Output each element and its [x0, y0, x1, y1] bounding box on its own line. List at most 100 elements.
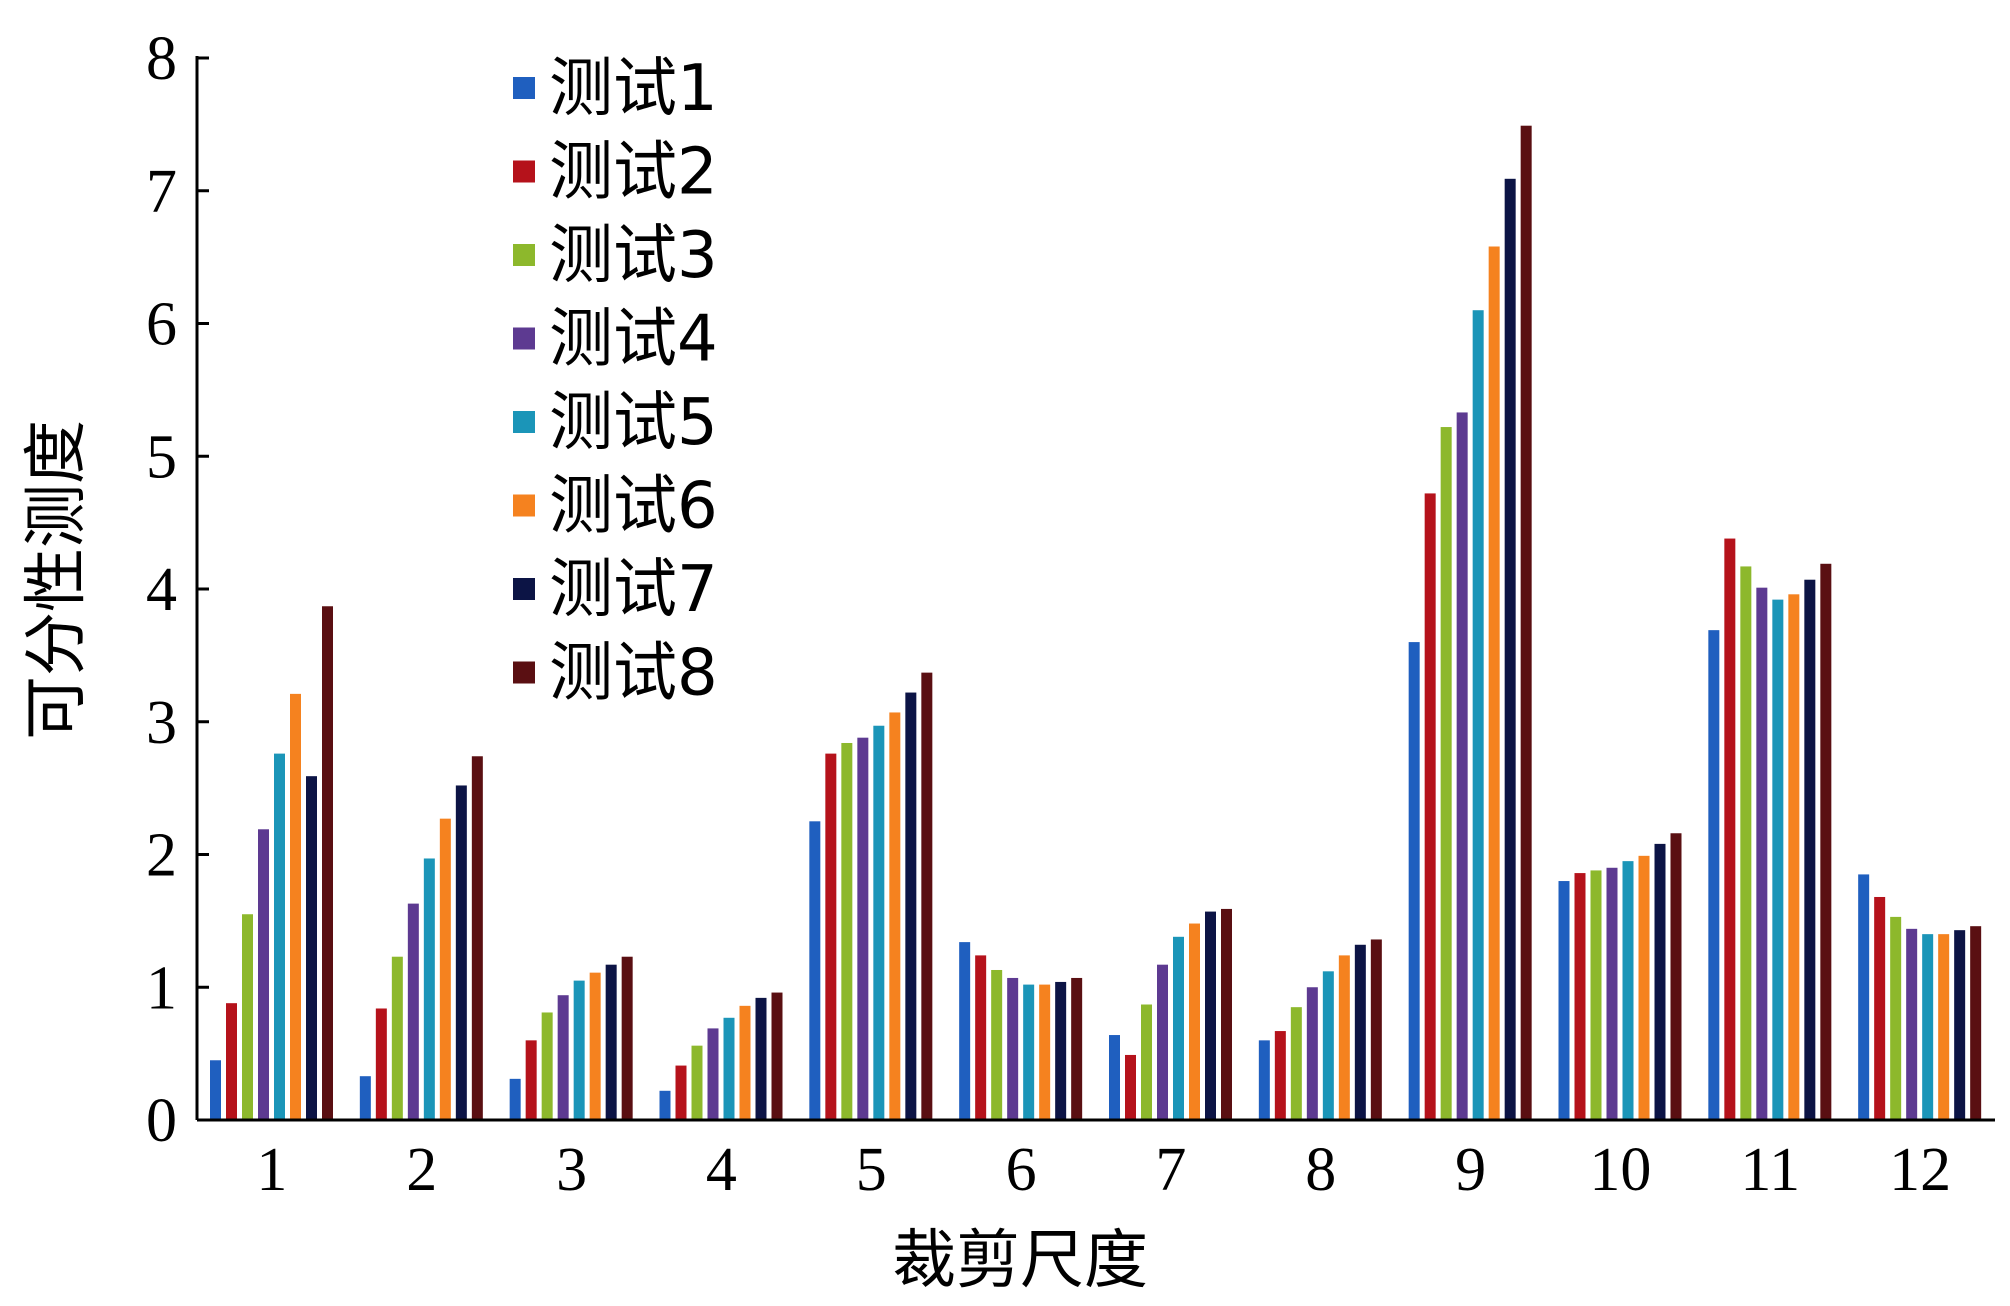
bar: [1922, 934, 1934, 1120]
x-tick-label: 7: [1155, 1136, 1186, 1204]
y-tick-label: 4: [146, 556, 177, 624]
bar: [322, 606, 333, 1120]
bar: [1558, 881, 1570, 1120]
bar: [1424, 493, 1436, 1120]
bar: [1205, 911, 1216, 1120]
y-tick-label: 1: [146, 954, 177, 1022]
legend-swatch: [513, 244, 535, 266]
bar: [1938, 934, 1950, 1120]
bar: [1488, 246, 1500, 1120]
bar: [1708, 630, 1720, 1120]
y-tick-label: 5: [146, 423, 177, 491]
bar: [375, 1008, 387, 1120]
bar: [975, 955, 987, 1120]
bar: [359, 1076, 371, 1120]
bar: [455, 785, 467, 1120]
x-tick-label: 1: [256, 1136, 287, 1204]
bar: [707, 1028, 719, 1120]
bar: [1670, 833, 1682, 1120]
x-tick-label: 5: [856, 1136, 887, 1204]
axes-layer: [195, 56, 1995, 1122]
bar: [659, 1090, 671, 1120]
bar: [1874, 896, 1886, 1120]
bar: [739, 1005, 751, 1120]
legend-label: 测试8: [549, 637, 718, 711]
bar: [525, 1040, 537, 1120]
bar: [1906, 928, 1918, 1120]
bar: [605, 964, 617, 1120]
x-tick-label: 4: [706, 1136, 737, 1204]
bar: [258, 829, 269, 1120]
bar: [691, 1045, 703, 1120]
bar: [1258, 1040, 1270, 1120]
bar: [1338, 955, 1350, 1120]
bar: [1370, 939, 1382, 1120]
bar: [306, 776, 317, 1120]
bar: [1456, 412, 1468, 1120]
x-tick-label: 12: [1889, 1136, 1951, 1204]
legend: 测试1 测试2 测试3 测试4 测试5 测试6 测试7 测试8: [513, 52, 718, 711]
x-axis-title: 裁剪尺度: [892, 1224, 1148, 1298]
bar: [290, 693, 301, 1120]
bar: [1023, 984, 1035, 1120]
bar: [991, 969, 1003, 1120]
legend-label: 测试1: [549, 52, 718, 126]
legend-swatch: [513, 661, 535, 684]
bar: [1574, 873, 1586, 1120]
legend-label: 测试4: [549, 303, 718, 377]
legend-swatch: [513, 327, 535, 350]
bar: [905, 692, 917, 1120]
x-tick-label: 2: [406, 1136, 437, 1204]
bar: [1440, 427, 1452, 1120]
bar: [1306, 987, 1318, 1120]
legend-swatch: [513, 77, 535, 99]
bar: [1408, 642, 1420, 1120]
bar: [1740, 566, 1752, 1120]
bar: [755, 997, 767, 1120]
bar: [1472, 310, 1484, 1121]
bar: [557, 995, 569, 1120]
bar: [1504, 178, 1516, 1121]
x-tick-label: 3: [556, 1136, 587, 1204]
bar: [1354, 944, 1366, 1120]
bar: [423, 858, 435, 1120]
bar: [1007, 977, 1019, 1120]
bar: [471, 756, 483, 1120]
legend-label: 测试7: [549, 553, 718, 627]
bar: [675, 1065, 687, 1120]
bar: [1221, 908, 1232, 1120]
legend-swatch: [513, 160, 535, 183]
legend-label: 测试5: [549, 386, 718, 460]
bar: [541, 1012, 553, 1120]
bar: [1055, 981, 1067, 1120]
y-tick-label: 7: [146, 158, 177, 226]
bar: [589, 972, 601, 1120]
bar: [1125, 1054, 1136, 1120]
bar: [1141, 1004, 1152, 1120]
bar: [873, 725, 885, 1120]
bar: [1724, 538, 1736, 1120]
bar: [1622, 861, 1634, 1120]
bar: [509, 1078, 521, 1120]
bar: [723, 1017, 735, 1120]
bar: [1954, 930, 1966, 1120]
bar: [809, 821, 821, 1120]
x-tick-label: 9: [1455, 1136, 1486, 1204]
bar: [407, 903, 419, 1120]
bar: [1109, 1035, 1120, 1120]
x-tick-label: 6: [1006, 1136, 1037, 1204]
legend-swatch: [513, 578, 535, 600]
legend-label: 测试6: [549, 470, 718, 544]
bar: [1157, 964, 1168, 1120]
bar: [391, 956, 403, 1120]
bar: [439, 818, 451, 1120]
y-axis-title: 可分性测度: [20, 420, 94, 740]
bar: [841, 742, 853, 1120]
bar: [1274, 1031, 1286, 1120]
bar: [1788, 594, 1800, 1120]
y-tick-label: 0: [146, 1087, 177, 1155]
y-tick-label: 6: [146, 291, 177, 359]
x-tick-label: 11: [1740, 1136, 1800, 1204]
y-tick-labels: 0 1 2 3 4 5 6 7 8: [146, 25, 177, 1155]
